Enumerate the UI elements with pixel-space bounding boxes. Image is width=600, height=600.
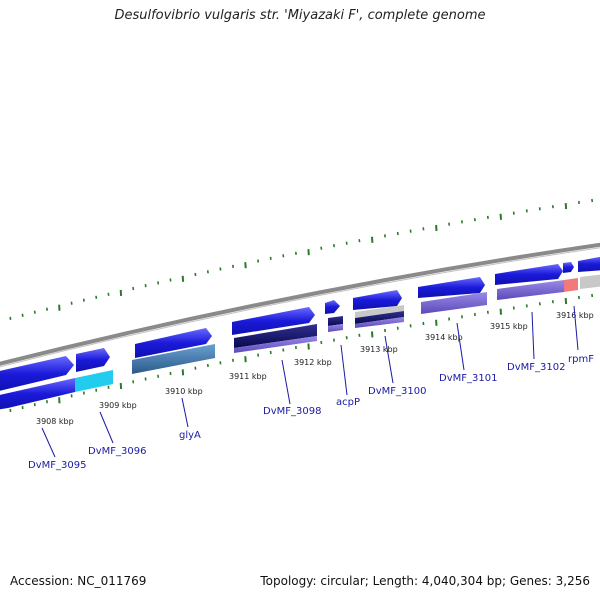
gene-arrow-icon[interactable] [0,356,74,392]
gene-arrow-icon[interactable] [135,328,212,358]
gene-label[interactable]: acpP [336,397,360,408]
gene-arrow-icon[interactable] [76,348,110,372]
gene-label[interactable]: DvMF_3100 [368,386,426,397]
kbp-label: 3910 kbp [165,387,203,396]
grey-block[interactable] [580,274,600,289]
kbp-label: 3909 kbp [99,401,137,410]
gene-arrow-icon[interactable] [578,256,600,272]
kbp-label: 3912 kbp [294,358,332,367]
gene-labels: DvMF_3095 DvMF_3096 glyA DvMF_3098 acpP … [28,354,594,471]
gene-arrow-icon[interactable] [353,290,402,310]
navy-block[interactable] [355,311,404,324]
kbp-label: 3915 kbp [490,322,528,331]
gene-label[interactable]: rpmF [568,354,594,365]
genome-summary-text: Topology: circular; Length: 4,040,304 bp… [260,574,590,588]
gene-leaders [41,305,579,458]
gene-arrow-icon[interactable] [418,277,485,298]
gene-label[interactable]: DvMF_3095 [28,460,86,471]
steel-block[interactable] [132,344,215,374]
gene-arrow-icon[interactable] [232,307,315,335]
gene-label[interactable]: DvMF_3096 [88,446,146,457]
outer-tick-ring [9,198,594,321]
salmon-block[interactable] [564,278,578,292]
lavender-block[interactable] [328,324,343,332]
gene-label[interactable]: DvMF_3101 [439,373,497,384]
kbp-label: 3911 kbp [229,372,267,381]
lavender-block[interactable] [421,292,487,314]
cyan-block[interactable] [75,370,113,392]
gene-arrow-icon[interactable] [325,300,340,314]
genome-title: Desulfovibrio vulgaris str. 'Miyazaki F'… [114,8,486,23]
gene-track-lower [0,274,600,410]
lavender-block[interactable] [497,280,564,300]
gene-arrow-icon[interactable] [0,378,75,410]
kbp-label: 3913 kbp [360,345,398,354]
gene-arrow-icon[interactable] [563,262,574,273]
lavender-block[interactable] [234,336,317,353]
gene-arrow-icon[interactable] [495,264,563,285]
navy-block[interactable] [234,324,317,348]
inner-tick-ring [9,293,594,413]
gene-label[interactable]: glyA [179,430,201,441]
gene-track-upper [0,256,600,392]
gene-label[interactable]: DvMF_3098 [263,406,321,417]
gene-label[interactable]: DvMF_3102 [507,362,565,373]
grey-block[interactable] [355,305,404,318]
kbp-label: 3908 kbp [36,417,74,426]
kbp-label: 3914 kbp [425,333,463,342]
lavender-block[interactable] [355,317,404,328]
genome-backbone [0,242,600,366]
navy-block[interactable] [328,316,343,326]
accession-text: Accession: NC_011769 [10,574,147,588]
